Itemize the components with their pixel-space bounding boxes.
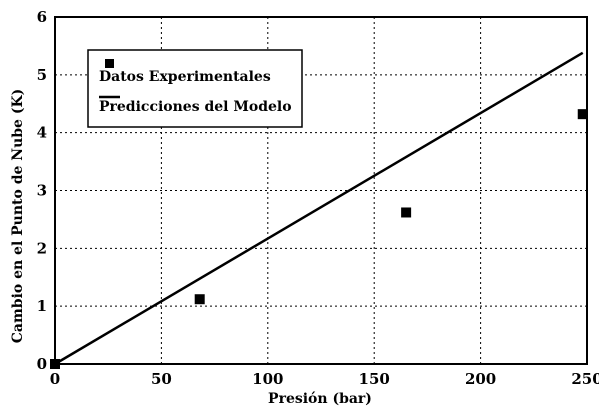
x-axis-ticks: 0 50 100 150 200 250 [50, 370, 599, 388]
x-axis-title: Presión (bar) [268, 391, 372, 407]
legend-label-model: Predicciones del Modelo [99, 99, 292, 115]
model-prediction-line [54, 51, 584, 366]
y-tick-label: 2 [37, 239, 47, 257]
data-point [577, 109, 588, 120]
x-tick-label: 100 [252, 370, 283, 388]
plot-frame [54, 16, 588, 365]
y-axis-title: Cambio en el Punto de Nube (K) [10, 89, 26, 344]
x-tick-label: 150 [359, 370, 390, 388]
series-layer [50, 51, 588, 369]
y-tick-label: 4 [37, 124, 47, 142]
legend: Datos Experimentales Predicciones del Mo… [87, 49, 303, 128]
legend-box [87, 49, 303, 128]
data-point [194, 294, 205, 305]
data-point [401, 207, 412, 218]
x-tick-label: 250 [571, 370, 599, 388]
data-point [50, 359, 60, 369]
x-tick-label: 50 [151, 370, 172, 388]
x-tick-label: 200 [465, 370, 496, 388]
y-tick-label: 0 [37, 355, 47, 373]
grid [55, 17, 587, 364]
y-tick-label: 1 [37, 297, 47, 315]
y-tick-label: 5 [37, 66, 47, 84]
y-tick-label: 6 [37, 8, 47, 26]
y-tick-label: 3 [37, 182, 47, 200]
y-axis-ticks: 0 1 2 3 4 5 6 [37, 8, 47, 373]
x-tick-label: 0 [50, 370, 60, 388]
legend-label-experimental: Datos Experimentales [99, 69, 271, 85]
legend-marker-square [105, 59, 114, 68]
